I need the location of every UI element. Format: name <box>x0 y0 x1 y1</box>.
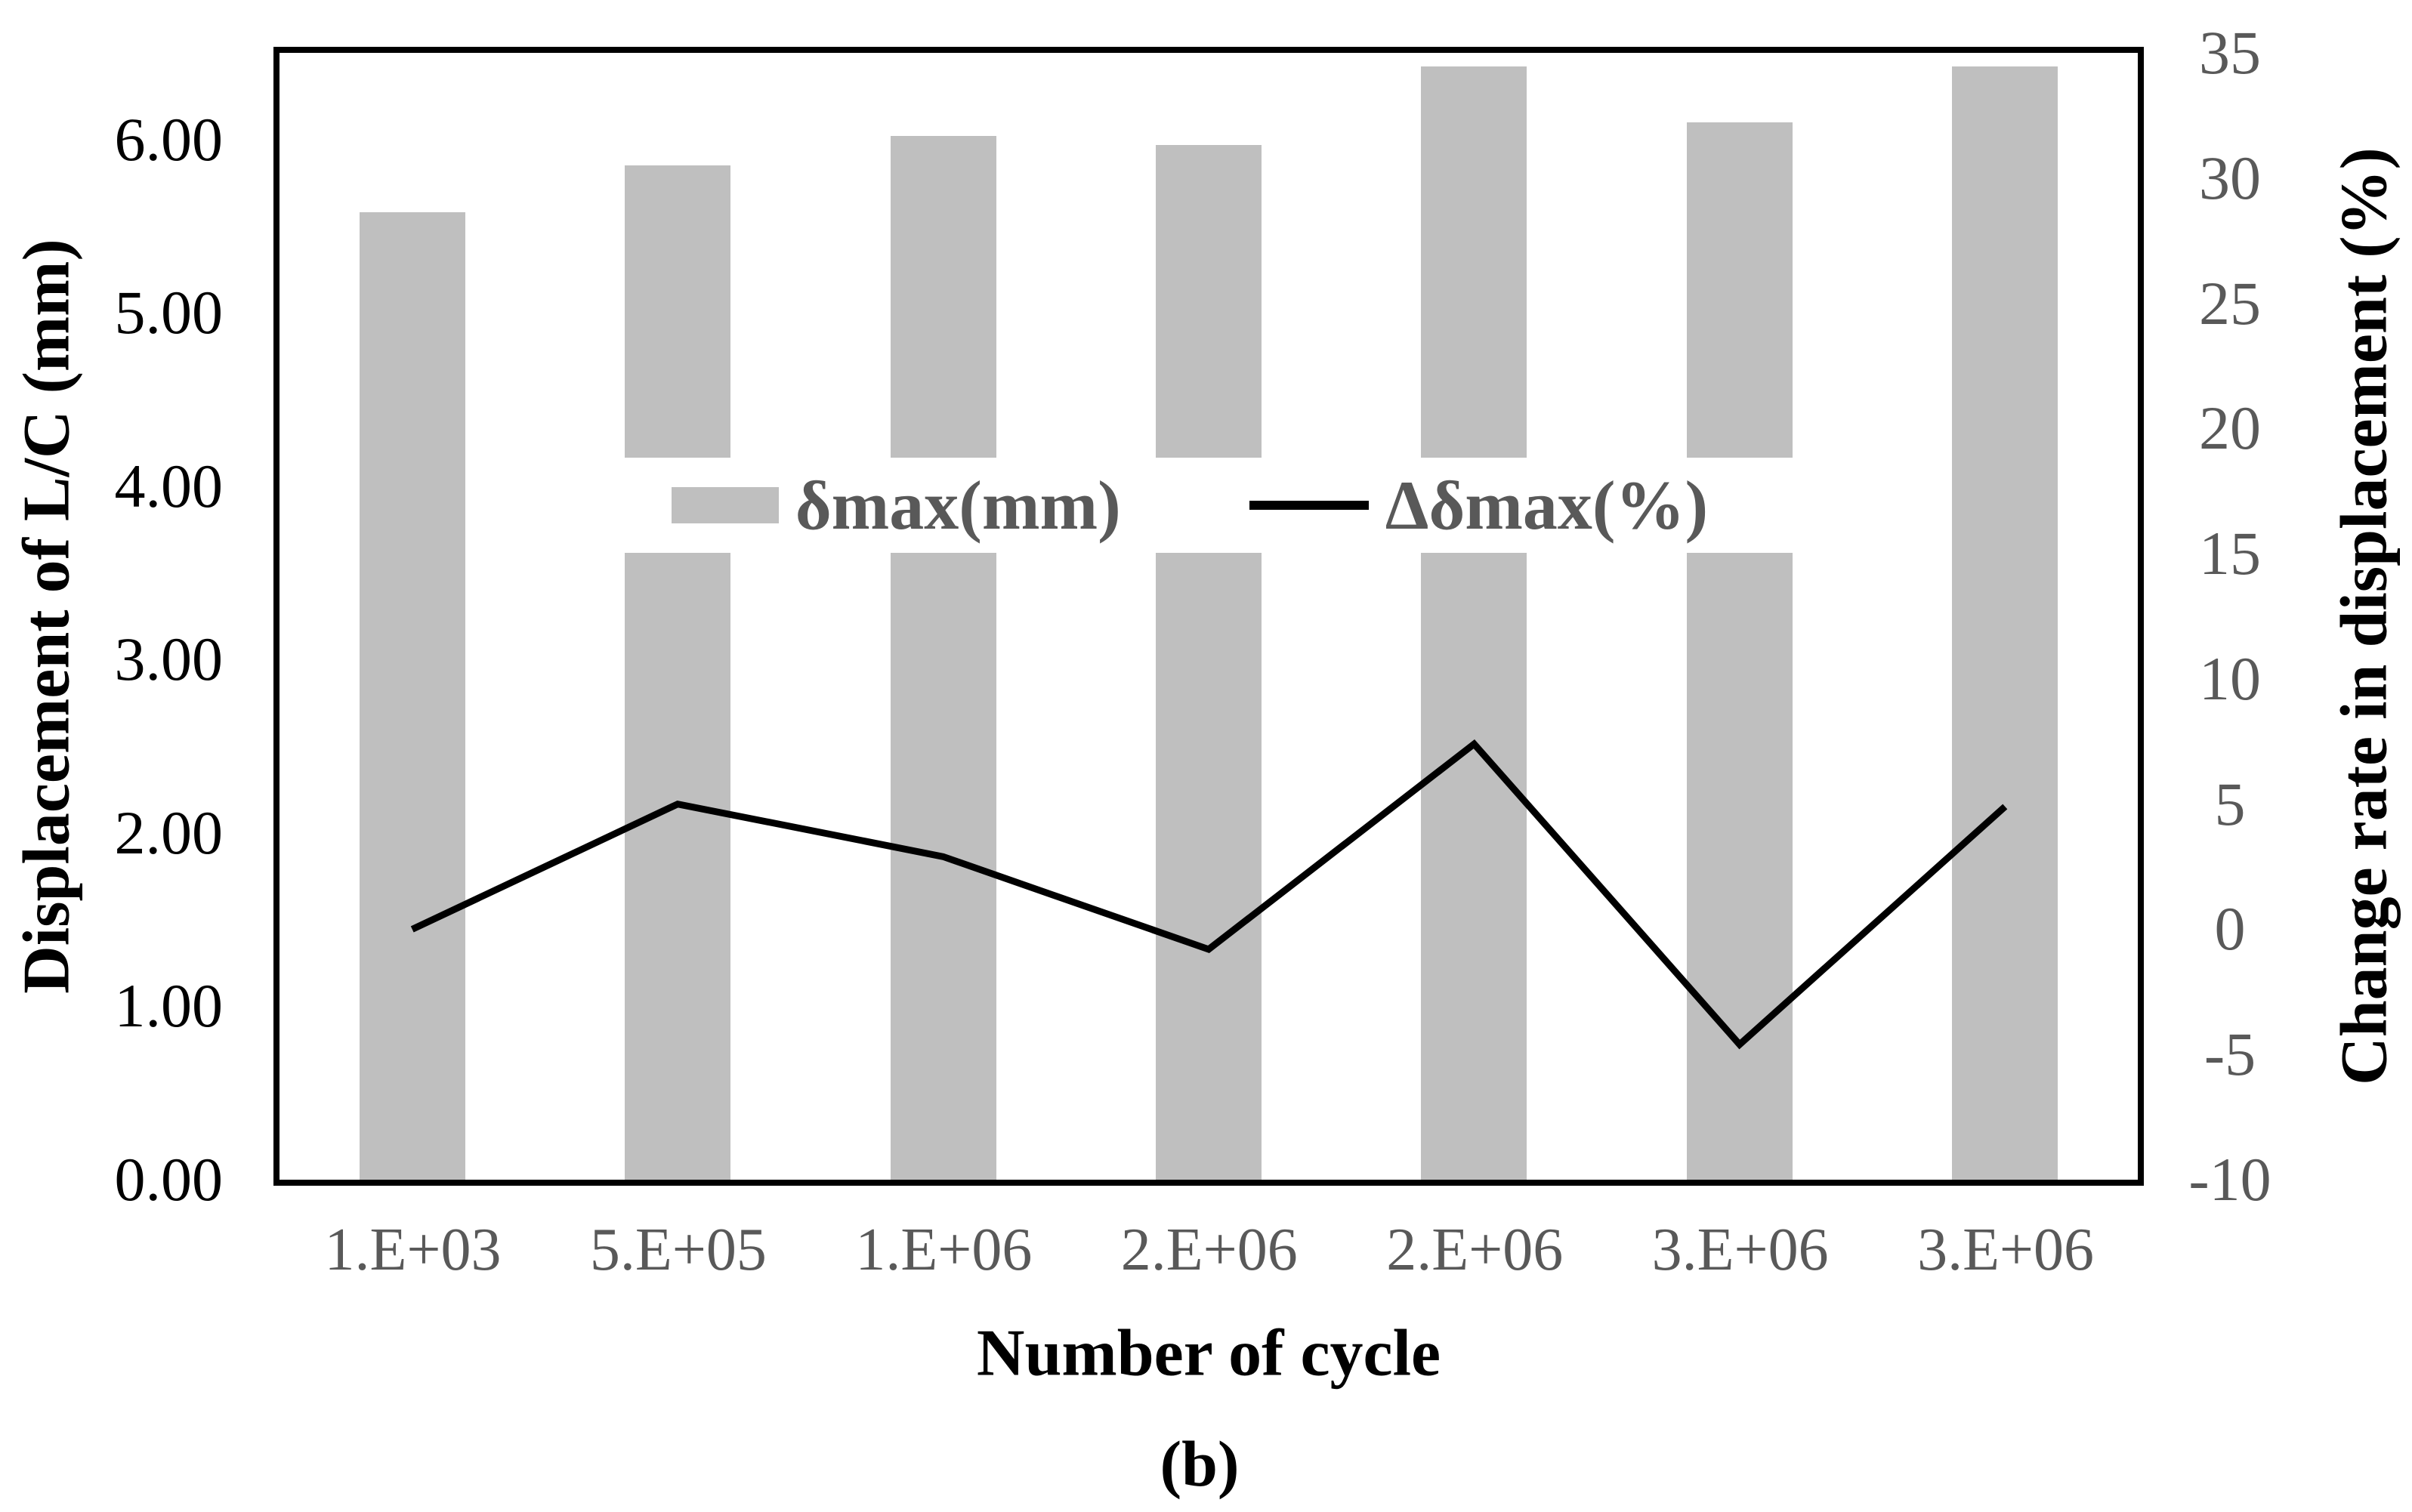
right-axis-tick-label: 25 <box>2199 268 2261 338</box>
right-axis-tick-label: 0 <box>2214 894 2246 964</box>
left-axis-tick-label: 1.00 <box>114 971 224 1041</box>
right-axis-tick-label: 30 <box>2199 143 2261 212</box>
left-axis-tick-label: 0.00 <box>114 1145 224 1214</box>
x-axis-tick-label: 2.E+06 <box>1120 1217 1298 1283</box>
bar <box>1421 66 1527 1180</box>
right-axis-tick-label: -10 <box>2188 1145 2271 1214</box>
right-axis-tick-label: 15 <box>2199 519 2261 588</box>
bar <box>890 136 996 1180</box>
x-axis-title: Number of cycle <box>976 1316 1441 1390</box>
right-axis-tick-label: 5 <box>2214 769 2246 838</box>
right-axis-tick-label: -5 <box>2204 1020 2256 1089</box>
x-axis-tick-label: 1.E+06 <box>855 1217 1033 1283</box>
left-axis-tick-label: 6.00 <box>114 104 224 174</box>
x-axis-tick-label: 3.E+06 <box>1651 1217 1829 1283</box>
legend-item-bar-series: δmax(mm) <box>671 465 1121 545</box>
left-axis-tick-label: 4.00 <box>114 451 224 520</box>
x-axis-tick-label: 3.E+06 <box>1917 1217 2095 1283</box>
right-axis-tick-label: 20 <box>2199 393 2261 463</box>
bar <box>359 212 465 1180</box>
left-axis-tick-label: 3.00 <box>114 625 224 694</box>
figure-caption: (b) <box>1160 1427 1240 1500</box>
right-axis-tick-label: 10 <box>2199 643 2261 713</box>
legend-item-line-series: Δδmax(%) <box>1249 465 1708 545</box>
bar <box>1952 66 2058 1180</box>
bar <box>1156 144 1262 1180</box>
bar <box>625 165 731 1180</box>
bar-swatch-icon <box>671 487 779 523</box>
line-series-path <box>410 739 2008 1050</box>
legend-label-bar-series: δmax(mm) <box>795 467 1121 544</box>
x-axis-tick-label: 5.E+05 <box>589 1217 767 1283</box>
line-swatch-icon <box>1249 501 1369 510</box>
right-axis-tick-label: 35 <box>2199 18 2261 87</box>
legend: δmax(mm) Δδmax(%) <box>529 458 1851 553</box>
left-axis-tick-label: 5.00 <box>114 278 224 347</box>
x-axis-tick-label: 1.E+03 <box>324 1217 502 1283</box>
legend-label-line-series: Δδmax(%) <box>1385 467 1709 544</box>
right-axis-title: Change rate in displacement (%) <box>2327 147 2401 1085</box>
line-series <box>410 739 2008 1050</box>
x-axis-tick-label: 2.E+06 <box>1386 1217 1564 1283</box>
left-axis-title: Displacement of L/C (mm) <box>10 239 84 994</box>
left-axis-tick-label: 2.00 <box>114 798 224 867</box>
